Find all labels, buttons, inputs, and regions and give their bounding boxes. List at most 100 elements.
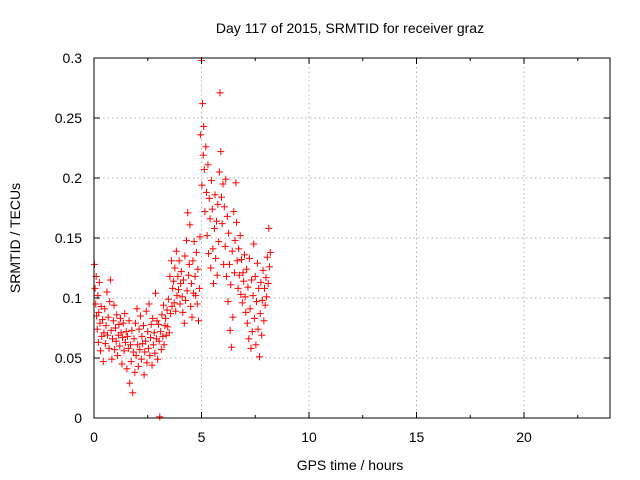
data-point [256, 310, 264, 318]
data-point [248, 328, 256, 336]
data-point [167, 257, 175, 265]
x-tick-label: 15 [409, 429, 425, 445]
data-point [129, 348, 137, 356]
data-point [233, 257, 241, 265]
data-point [170, 277, 178, 285]
data-point [136, 312, 144, 320]
data-point [220, 203, 228, 211]
x-axis-label: GPS time / hours [297, 457, 404, 473]
data-point [258, 296, 266, 304]
data-point [190, 238, 198, 246]
data-point [213, 271, 221, 279]
data-point [172, 247, 180, 255]
data-point [176, 300, 184, 308]
data-point [222, 175, 230, 183]
data-point [96, 347, 104, 355]
data-point [109, 317, 117, 325]
data-point [199, 100, 207, 108]
data-point [263, 253, 271, 261]
data-point [121, 338, 129, 346]
y-tick-label: 0.15 [55, 230, 82, 246]
data-point [235, 245, 243, 253]
data-point [127, 341, 135, 349]
data-point [243, 265, 251, 273]
data-point [183, 287, 191, 295]
data-point [266, 248, 274, 256]
data-point [250, 240, 258, 248]
data-point [237, 256, 245, 264]
data-point [136, 346, 144, 354]
data-point [253, 259, 261, 267]
data-point [139, 322, 147, 330]
data-point [228, 247, 236, 255]
data-point [204, 161, 212, 169]
y-tick-label: 0 [74, 410, 82, 426]
data-point [252, 341, 260, 349]
data-point [196, 233, 204, 241]
data-point [257, 278, 265, 286]
data-point [106, 276, 114, 284]
data-point [163, 306, 171, 314]
data-point [145, 300, 153, 308]
data-point [147, 320, 155, 328]
y-tick-label: 0.2 [63, 170, 83, 186]
data-point [253, 298, 261, 306]
data-point [120, 347, 128, 355]
data-point [138, 332, 146, 340]
data-point [111, 346, 119, 354]
data-point [211, 191, 219, 199]
data-point [251, 272, 259, 280]
data-point [171, 264, 179, 272]
data-point [225, 260, 233, 268]
data-point [142, 307, 150, 315]
data-point [173, 292, 181, 300]
data-point [186, 221, 194, 229]
data-point [181, 252, 189, 260]
data-point [200, 122, 208, 130]
data-point [222, 272, 230, 280]
data-point [168, 302, 176, 310]
data-point [116, 342, 124, 350]
data-point [245, 335, 253, 343]
data-point [122, 328, 130, 336]
data-point [146, 352, 154, 360]
data-point [215, 168, 223, 176]
data-point [179, 308, 187, 316]
data-point [97, 302, 105, 310]
y-axis-label: SRMTID / TECUs [7, 183, 23, 293]
data-point [239, 269, 247, 277]
data-point [151, 289, 159, 297]
data-point [147, 334, 155, 342]
data-point [162, 314, 170, 322]
data-point [178, 293, 186, 301]
data-point [160, 341, 168, 349]
data-point [262, 274, 270, 282]
data-point [182, 236, 190, 244]
data-point [110, 301, 118, 309]
data-point [131, 319, 139, 327]
data-point [175, 257, 183, 265]
data-point [91, 284, 99, 292]
data-point [194, 317, 202, 325]
data-point [192, 248, 200, 256]
data-point [235, 271, 243, 279]
data-point [133, 305, 141, 313]
x-tick-label: 20 [516, 429, 532, 445]
data-point [243, 319, 251, 327]
data-point [126, 379, 134, 387]
data-point [260, 284, 268, 292]
data-point [106, 298, 114, 306]
data-point [140, 371, 148, 379]
data-point [134, 341, 142, 349]
data-point [197, 131, 205, 139]
data-point [141, 348, 149, 356]
data-point [172, 307, 180, 315]
data-point [149, 341, 157, 349]
data-point [209, 245, 217, 253]
data-point [104, 313, 112, 321]
data-point [217, 148, 225, 156]
data-point [185, 271, 193, 279]
data-point [205, 194, 213, 202]
data-point [182, 296, 190, 304]
